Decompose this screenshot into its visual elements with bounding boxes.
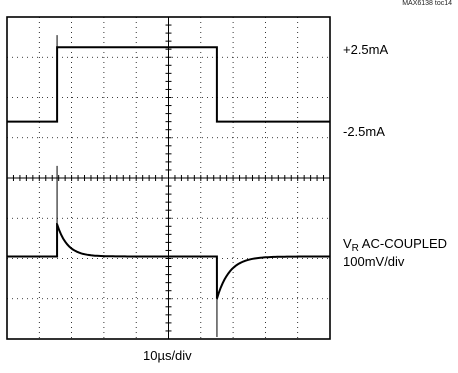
current-high-label: +2.5mA [343, 42, 389, 57]
scope-frame [6, 16, 331, 340]
voltage-trace [7, 222, 330, 300]
scope-grid [6, 16, 331, 340]
current-trace [7, 46, 330, 123]
current-low-label: -2.5mA [343, 124, 385, 139]
voltage-trace-label: VR AC-COUPLED [343, 236, 448, 254]
figure-code: MAX6138 toc14 [402, 0, 452, 7]
voltage-label-subscript: R [351, 243, 359, 254]
time-scale-label: 10µs/div [143, 348, 192, 363]
voltage-label-rest: AC-COUPLED [358, 236, 448, 251]
voltage-scale-label: 100mV/div [343, 254, 405, 269]
voltage-trace-spike [56, 165, 218, 337]
voltage-label-v: V [343, 236, 352, 251]
